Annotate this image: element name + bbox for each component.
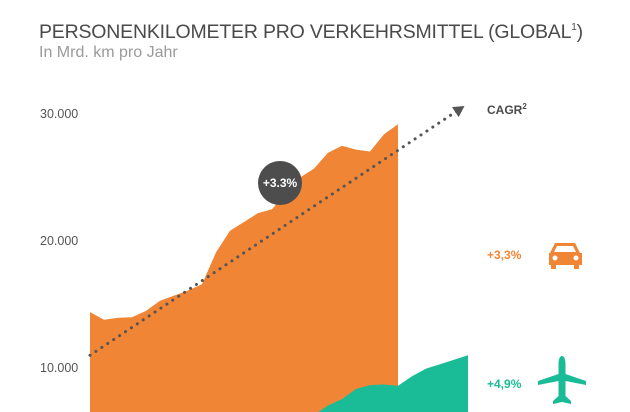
plane-area [244,355,468,412]
y-axis: 10.000 20.000 30.000 [40,107,78,375]
car-icon [549,243,582,269]
chart-subtitle: In Mrd. km pro Jahr [39,44,178,61]
chart-title: PERSONENKILOMETER PRO VERKEHRSMITTEL (GL… [39,21,583,43]
plane-icon [538,356,586,404]
area-layer [90,124,468,412]
car-area [90,124,398,412]
trend-arrow: +3.3% [88,105,465,357]
cagr-value-plane: +4,9% [487,377,522,391]
trend-arrowhead [452,105,465,118]
y-tick-label: 30.000 [40,107,78,121]
y-tick-label: 20.000 [40,234,78,248]
cagr-column: CAGR2 +3,3% +4,9% [487,102,586,404]
y-tick-label: 10.000 [40,361,78,375]
cagr-value-car: +3,3% [487,248,522,262]
cagr-header: CAGR2 [487,102,527,117]
trend-label: +3.3% [263,176,298,190]
trend-badge [258,161,302,205]
